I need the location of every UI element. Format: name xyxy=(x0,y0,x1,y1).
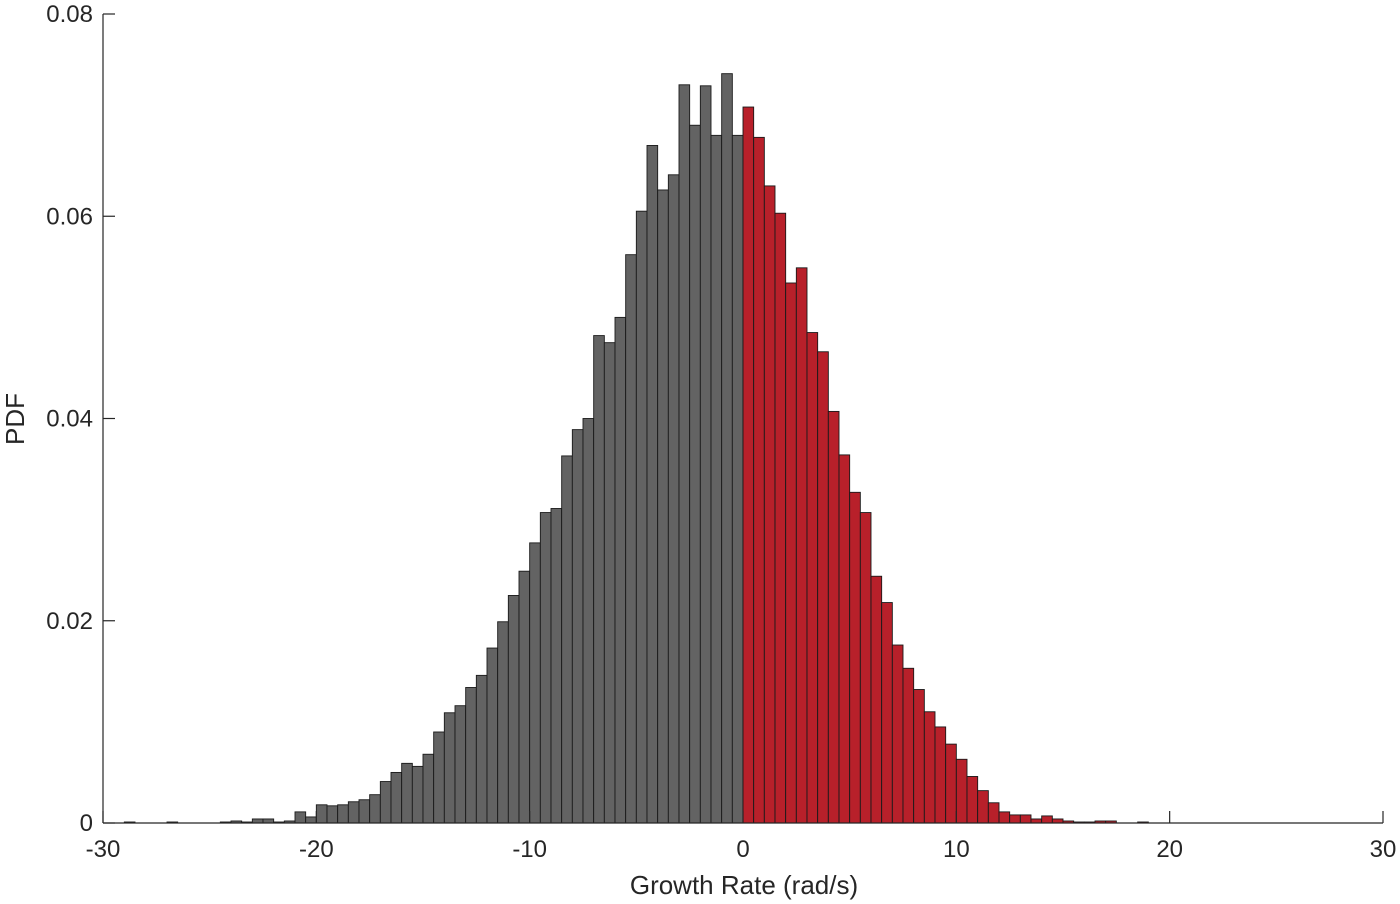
histogram-bar xyxy=(1041,815,1053,824)
histogram-bar xyxy=(390,771,403,824)
histogram-bar xyxy=(646,145,659,824)
histogram-bar xyxy=(721,73,733,824)
histogram-bars xyxy=(123,73,1149,824)
histogram-bar xyxy=(742,106,755,824)
histogram-bar xyxy=(625,254,637,824)
x-tick-label: 30 xyxy=(1370,836,1397,863)
histogram-bar xyxy=(433,731,445,824)
histogram-bar xyxy=(475,674,488,824)
histogram-bar xyxy=(529,542,541,824)
histogram-bar xyxy=(465,687,477,824)
histogram-bar xyxy=(902,667,915,824)
histogram-bar xyxy=(678,84,691,824)
x-tick-label: 0 xyxy=(736,836,749,863)
x-tick-label: -10 xyxy=(512,836,547,863)
histogram-bar xyxy=(870,575,883,824)
histogram-bar xyxy=(977,790,989,824)
histogram-bar xyxy=(561,455,573,824)
histogram-bar xyxy=(571,429,584,824)
histogram-bar xyxy=(411,765,424,824)
histogram-bar xyxy=(657,189,669,824)
histogram-bar xyxy=(849,491,861,824)
histogram-bar xyxy=(998,811,1011,824)
histogram-bar xyxy=(550,508,563,824)
x-tick-label: 10 xyxy=(943,836,970,863)
ticks: -30 -20 -10 0 10 20 30 0 0.02 0.04 0.06 0.08 xyxy=(46,1,1396,863)
histogram-bar xyxy=(955,758,968,824)
histogram-bar xyxy=(1009,814,1021,824)
histogram-bar xyxy=(486,647,499,824)
histogram-bar xyxy=(635,210,648,824)
x-tick-label: -30 xyxy=(86,836,121,863)
histogram-bar xyxy=(582,418,595,824)
histogram-bar xyxy=(1030,818,1043,824)
y-axis-title: PDF xyxy=(0,393,30,445)
histogram-bar xyxy=(966,776,979,824)
histogram-bar xyxy=(667,174,680,824)
histogram-bar xyxy=(945,743,957,824)
y-tick-label: 0 xyxy=(80,810,93,837)
histogram-bar xyxy=(315,804,328,824)
histogram-bar xyxy=(913,689,925,824)
histogram-bar xyxy=(710,134,723,824)
histogram-bar xyxy=(369,794,381,824)
histogram-bar xyxy=(881,602,893,824)
histogram-bar xyxy=(817,351,829,824)
histogram-bar xyxy=(379,781,392,824)
histogram-bar xyxy=(358,799,371,824)
y-tick-label: 0.02 xyxy=(46,608,93,635)
histogram-bar xyxy=(891,644,904,824)
histogram-bar xyxy=(753,136,765,824)
histogram-bar xyxy=(443,712,456,824)
histogram-bar xyxy=(326,805,339,824)
histogram-bar xyxy=(1019,814,1032,824)
x-tick-label: 20 xyxy=(1156,836,1183,863)
histogram-bar xyxy=(1051,818,1064,824)
y-tick-label: 0.04 xyxy=(46,406,93,433)
histogram-bar xyxy=(934,726,947,824)
histogram-bar xyxy=(497,621,509,824)
histogram-bar xyxy=(262,818,275,824)
histogram-bar xyxy=(603,342,616,824)
histogram-bar xyxy=(806,332,819,824)
histogram-bar xyxy=(689,124,701,824)
histogram-bar xyxy=(294,811,307,824)
histogram-bar xyxy=(987,802,1000,824)
y-tick-label: 0.08 xyxy=(46,1,93,28)
histogram-bar xyxy=(838,454,851,824)
histogram-bar xyxy=(785,282,797,824)
histogram-bar xyxy=(507,595,520,824)
histogram-bar xyxy=(859,512,872,824)
histogram-bar xyxy=(795,267,808,824)
histogram-bar xyxy=(401,762,413,824)
histogram-bar xyxy=(337,804,349,824)
y-tick-label: 0.06 xyxy=(46,203,93,230)
histogram-bar xyxy=(614,316,627,824)
histogram-bar xyxy=(251,818,264,824)
histogram-bar xyxy=(593,335,605,824)
histogram-bar xyxy=(518,570,531,824)
histogram-bar xyxy=(923,711,936,824)
histogram-bar xyxy=(827,410,840,824)
histogram-bar xyxy=(347,801,360,824)
histogram-bar xyxy=(305,816,317,824)
histogram-bar xyxy=(774,212,787,824)
x-axis-title: Growth Rate (rad/s) xyxy=(630,870,858,900)
histogram-bar xyxy=(454,705,467,824)
x-tick-label: -20 xyxy=(299,836,334,863)
histogram-bar xyxy=(763,185,776,824)
histogram-bar xyxy=(539,512,552,824)
histogram-bar xyxy=(699,85,712,824)
histogram-bar xyxy=(731,134,744,824)
histogram-bar xyxy=(422,753,435,824)
